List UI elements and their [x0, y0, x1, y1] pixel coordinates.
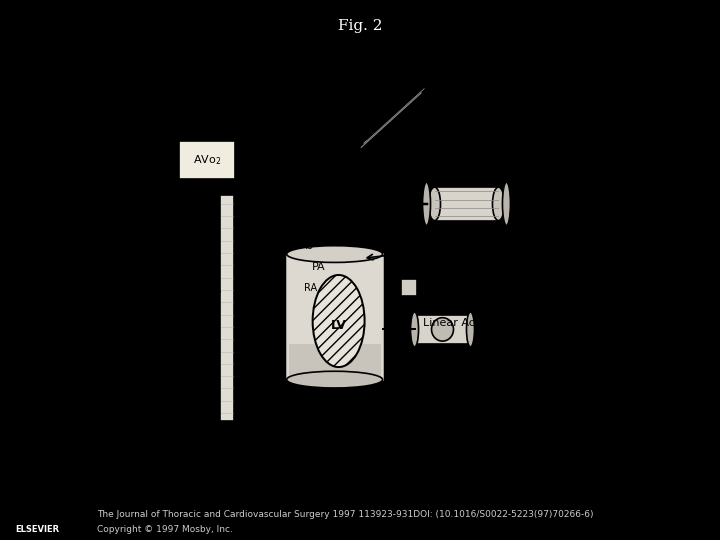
FancyBboxPatch shape: [400, 279, 417, 296]
Text: Copyright © 1997 Mosby, Inc.: Copyright © 1997 Mosby, Inc.: [97, 525, 233, 534]
Bar: [220, 195, 234, 421]
FancyBboxPatch shape: [284, 252, 384, 382]
Text: LV: LV: [330, 319, 346, 332]
Text: Volume Servo Pump: Volume Servo Pump: [443, 176, 554, 186]
Text: Electro-
magnetic
Flowmeter: Electro- magnetic Flowmeter: [161, 338, 216, 371]
Text: The Journal of Thoracic and Cardiovascular Surgery 1997 113923-931DOI: (10.1016/: The Journal of Thoracic and Cardiovascul…: [97, 510, 594, 519]
Ellipse shape: [503, 182, 510, 226]
Text: RA: RA: [304, 282, 318, 293]
Text: Linear Actuator: Linear Actuator: [423, 318, 508, 328]
Ellipse shape: [431, 318, 454, 341]
Text: DC Pressure: DC Pressure: [423, 282, 490, 293]
Ellipse shape: [287, 372, 382, 388]
Text: Fig. 2: Fig. 2: [338, 19, 382, 33]
Ellipse shape: [467, 312, 474, 347]
Ellipse shape: [428, 187, 441, 221]
Text: From Support Dog: From Support Dog: [426, 103, 528, 113]
Ellipse shape: [312, 275, 364, 367]
Text: AVo$_2$: AVo$_2$: [193, 153, 221, 167]
FancyBboxPatch shape: [435, 187, 498, 221]
Text: Pacemaker Wire: Pacemaker Wire: [423, 247, 513, 257]
Text: PA: PA: [312, 261, 325, 272]
Ellipse shape: [423, 182, 431, 226]
Text: Ao: Ao: [300, 241, 314, 251]
Bar: [163, 279, 191, 304]
FancyBboxPatch shape: [415, 315, 470, 344]
Text: 🌳: 🌳: [30, 505, 45, 529]
Text: ELSEVIER: ELSEVIER: [16, 525, 60, 535]
Text: → To Support Dog: → To Support Dog: [407, 461, 510, 474]
Ellipse shape: [410, 312, 418, 347]
FancyBboxPatch shape: [179, 141, 235, 179]
Bar: [289, 344, 381, 377]
Text: LV Pressure: LV Pressure: [363, 400, 430, 413]
Ellipse shape: [492, 187, 505, 221]
Ellipse shape: [287, 246, 382, 262]
